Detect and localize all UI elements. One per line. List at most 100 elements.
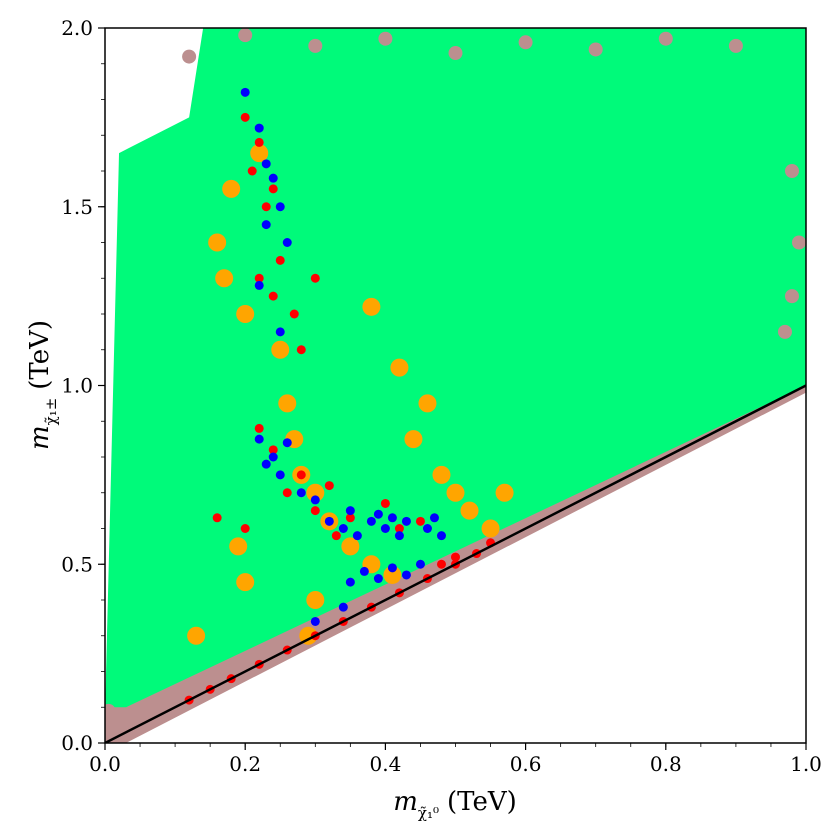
brown-point-3 [182, 49, 197, 64]
series-4-point-18 [345, 506, 355, 516]
series-4-point-2 [261, 159, 271, 169]
series-4-point-4 [275, 202, 285, 212]
series-4-point-11 [268, 452, 278, 462]
series-4-point-1 [254, 123, 264, 133]
brown-point-10 [658, 31, 673, 46]
brown-point-8 [518, 35, 533, 50]
series-3-point-38 [240, 524, 250, 533]
series-4-point-34 [338, 602, 348, 612]
y-tick-label-2: 1.0 [61, 374, 93, 398]
series-4-point-21 [373, 509, 383, 519]
series-4-point-7 [254, 280, 264, 290]
series-4-point-26 [422, 524, 432, 533]
green-scatter-region [105, 28, 806, 743]
series-2-point-25 [229, 537, 248, 556]
y-axis-label-subscript: χ̃₁± [42, 398, 60, 426]
brown-point-14 [784, 289, 799, 304]
series-2-point-22 [390, 358, 409, 377]
series-3-point-16 [324, 481, 334, 491]
series-3-point-2 [254, 137, 264, 147]
series-2-point-18 [460, 501, 479, 520]
x-tick-label-0: 0.0 [89, 752, 121, 776]
series-2-point-1 [215, 269, 234, 288]
series-4-point-31 [387, 563, 397, 573]
series-2-point-3 [236, 305, 255, 323]
series-3-point-4 [268, 184, 278, 194]
series-3-point-20 [394, 524, 404, 533]
series-3-point-12 [268, 445, 278, 455]
series-3-point-7 [275, 255, 285, 265]
series-4-point-0 [240, 87, 250, 97]
series-4-point-23 [387, 513, 397, 523]
series-3-point-5 [254, 273, 264, 283]
x-tick-label-5: 1.0 [790, 752, 822, 776]
y-axis-ticks: 0.0 0.5 1.0 1.5 2.0 [61, 16, 105, 755]
series-4-point-22 [380, 524, 390, 533]
series-3-point-21 [415, 516, 425, 526]
x-tick-label-2: 0.4 [369, 752, 401, 776]
series-4-point-6 [282, 238, 292, 247]
series-3-point-6 [268, 291, 278, 301]
series-3-point-3 [261, 202, 271, 212]
series-2-point-21 [362, 297, 381, 316]
brown-point-4 [238, 28, 253, 43]
series-2-point-15 [418, 394, 437, 413]
series-2-point-26 [236, 573, 255, 592]
x-tick-label-4: 0.8 [650, 752, 682, 776]
brown-point-15 [777, 324, 792, 339]
series-2-point-11 [341, 537, 360, 556]
y-axis-label: mχ̃₁± (TeV) [25, 320, 60, 450]
series-2-point-14 [404, 430, 423, 449]
series-4-point-27 [429, 513, 439, 523]
series-4-point-20 [366, 516, 376, 526]
series-3-point-18 [345, 513, 355, 523]
brown-point-11 [728, 38, 743, 53]
y-tick-label-3: 1.5 [61, 195, 93, 219]
series-4-point-29 [359, 566, 369, 576]
x-axis-ticks: 0.0 0.2 0.4 0.6 0.8 1.0 [89, 743, 822, 776]
series-3-point-23 [451, 552, 460, 562]
x-tick-label-1: 0.2 [229, 752, 261, 776]
series-2-point-5 [271, 340, 290, 359]
series-4-point-33 [415, 559, 425, 569]
series-2-point-6 [278, 394, 297, 413]
series-2-point-13 [383, 565, 402, 584]
series-2-point-4 [250, 144, 269, 163]
series-4-point-8 [275, 327, 285, 337]
y-axis-label-symbol: m [25, 425, 55, 450]
reference-line-y-equals-x [105, 384, 806, 743]
series-3-point-1 [247, 166, 257, 176]
series-4-point-25 [401, 516, 411, 526]
series-4-point-17 [338, 524, 348, 533]
series-4-point-15 [310, 495, 320, 505]
series-4-point-14 [296, 488, 306, 498]
series-3-point-17 [331, 531, 341, 541]
brown-point-5 [308, 38, 323, 53]
series-3-point-37 [212, 513, 222, 523]
x-axis-label: mχ̃₁⁰ (TeV) [393, 787, 517, 822]
series-4-point-12 [275, 470, 285, 480]
series-2-point-2 [222, 179, 241, 198]
series-4-point-9 [254, 434, 264, 444]
series-4-point-36 [436, 531, 446, 541]
x-tick-label-3: 0.6 [510, 752, 542, 776]
series-3-point-10 [310, 273, 320, 283]
brown-point-13 [791, 235, 806, 250]
series-4-point-10 [261, 459, 271, 469]
x-axis-label-symbol: m [393, 787, 418, 817]
series-4-point-13 [282, 438, 292, 448]
y-axis-label-unit: (TeV) [25, 320, 55, 390]
series-4-point-32 [401, 570, 411, 580]
series-4-point-16 [324, 516, 334, 526]
series-2-point-0 [208, 233, 227, 252]
series-3-point-15 [310, 506, 320, 516]
y-tick-label-4: 2.0 [61, 16, 93, 40]
series-2-point-27 [187, 626, 206, 645]
y-tick-label-1: 0.5 [61, 552, 93, 576]
brown-point-6 [378, 31, 393, 46]
series-3-point-14 [296, 470, 306, 480]
series-2-point-17 [446, 483, 465, 502]
series-4-point-5 [261, 220, 271, 230]
plot-area [105, 28, 806, 743]
